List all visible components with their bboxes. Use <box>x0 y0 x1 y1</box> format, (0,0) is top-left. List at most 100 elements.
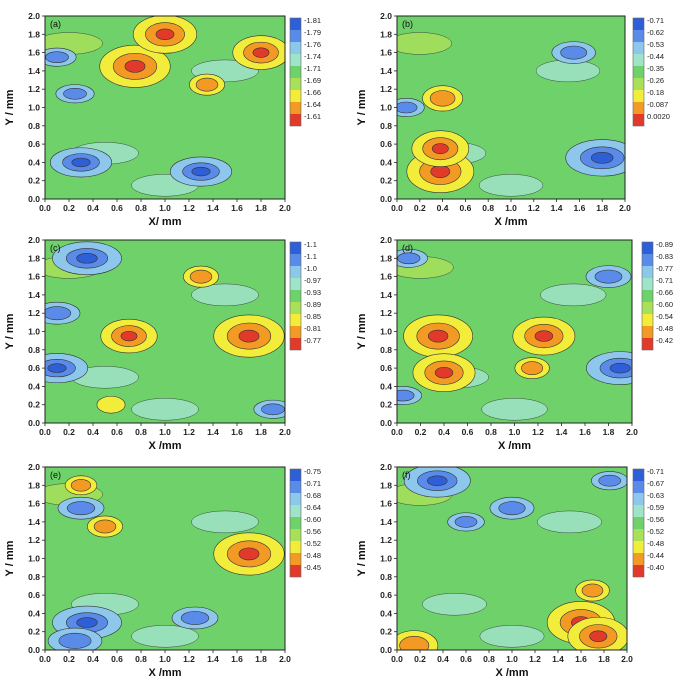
colorbar-label: -0.67 <box>647 479 664 488</box>
y-tick-label: 0.6 <box>28 139 40 149</box>
x-tick-label: 1.8 <box>255 427 267 437</box>
colorbar-swatch <box>290 302 301 314</box>
colorbar-swatch <box>633 30 644 42</box>
colorbar-swatch <box>633 18 644 30</box>
x-tick-label: 1.4 <box>207 427 219 437</box>
cold-contour <box>560 45 588 60</box>
x-tick-label: 0.8 <box>483 654 495 664</box>
y-tick-label: 1.0 <box>380 554 392 564</box>
colorbar-label: -0.52 <box>304 539 321 548</box>
x-tick-label: 1.0 <box>159 654 171 664</box>
panel-label: (d) <box>402 243 413 253</box>
contour-field <box>45 467 285 650</box>
colorbar-swatch <box>633 90 644 102</box>
colorbar-label: -0.68 <box>304 491 321 500</box>
colorbar-swatch <box>642 338 653 350</box>
panel-label: (a) <box>50 19 61 29</box>
y-tick-label: 0.2 <box>28 176 40 186</box>
colorbar-label: -1.79 <box>304 28 321 37</box>
panel-a: (a) 0.0 0.2 0.4 0.6 0.8 1.0 1.2 1.4 1.6 1.8 2.0 0.0 0… <box>4 11 321 228</box>
y-tick-label: 0.8 <box>380 572 392 582</box>
x-tick-label: 1.6 <box>579 427 591 437</box>
colorbar: -0.71 -0.62 -0.53 -0.44 -0.35 -0.26 -0.18 -0.08… <box>632 16 670 127</box>
y-tick-label: 0.4 <box>28 381 40 391</box>
y-tick-label: 0.4 <box>380 381 392 391</box>
hot-contour <box>534 330 554 342</box>
colorbar-swatch <box>290 338 301 350</box>
colorbar-label: -1.0 <box>304 264 317 273</box>
y-tick-label: 0.2 <box>380 176 392 186</box>
hot-contour <box>399 635 430 650</box>
colorbar-swatch <box>290 114 301 126</box>
hot-contour <box>434 366 454 379</box>
colorbar-swatch <box>642 314 653 326</box>
colorbar-label: -0.35 <box>647 64 664 73</box>
y-tick-label: 1.0 <box>28 554 40 564</box>
contour-field <box>45 240 285 423</box>
colorbar-label: -1.61 <box>304 112 321 121</box>
y-tick-label: 2.0 <box>28 11 40 21</box>
colorbar-label: -0.44 <box>647 52 664 61</box>
x-tick-label: 0.8 <box>135 654 147 664</box>
y-tick-label: 1.6 <box>28 48 40 58</box>
y-axis-label: Y / mm <box>356 540 368 576</box>
x-tick-label: 1.0 <box>509 427 521 437</box>
colorbar-swatch <box>290 326 301 338</box>
hot-contour <box>70 479 92 492</box>
x-tick-label: 0.2 <box>415 427 427 437</box>
colorbar-label: -0.71 <box>647 16 664 25</box>
cold-contour <box>598 474 622 487</box>
colorbar-swatch <box>642 266 653 278</box>
contour-band <box>191 510 259 534</box>
colorbar: -0.89 -0.83 -0.77 -0.71 -0.66 -0.60 -0.54 -0.48… <box>641 240 673 351</box>
colorbar-label: -0.97 <box>304 276 321 285</box>
panel-label: (c) <box>50 243 61 253</box>
colorbar-label: -0.45 <box>304 563 321 572</box>
y-tick-label: 1.6 <box>28 499 40 509</box>
x-tick-label: 1.0 <box>506 654 518 664</box>
panel-label: (e) <box>50 470 61 480</box>
x-tick-label: 0.0 <box>39 654 51 664</box>
x-tick-label: 0.0 <box>391 427 403 437</box>
cold-contour <box>594 269 623 284</box>
y-tick-label: 0.6 <box>28 363 40 373</box>
y-tick-label: 1.8 <box>28 480 40 490</box>
colorbar-swatch <box>633 66 644 78</box>
colorbar-label: -1.64 <box>304 100 321 109</box>
colorbar-swatch <box>642 326 653 338</box>
panel-f: (f) 0.0 0.2 0.4 0.6 0.8 1.0 1.2 1.4 1.6 1.8 2.0 0.0 0… <box>356 462 664 679</box>
colorbar: -0.71 -0.67 -0.63 -0.59 -0.56 -0.52 -0.48 -0.44… <box>632 467 664 578</box>
colorbar-swatch <box>290 314 301 326</box>
colorbar-swatch <box>633 114 644 126</box>
contour-band <box>537 510 602 534</box>
hot-contour <box>427 329 449 343</box>
y-tick-label: 1.0 <box>380 103 392 113</box>
cold-contour <box>454 516 478 528</box>
x-axis-label: X /mm <box>498 440 531 452</box>
panel-b: (b)0.0 0.2 0.4 0.6 0.8 1.0 1.2 1.4 1.6 1.8 2.00.00… <box>356 11 670 228</box>
colorbar-label: -1.76 <box>304 40 321 49</box>
x-tick-label: 0.6 <box>111 203 123 213</box>
cold-contour <box>180 611 210 625</box>
colorbar-label: -0.89 <box>656 240 673 249</box>
x-tick-label: 1.2 <box>528 203 540 213</box>
x-tick-label: 1.2 <box>529 654 541 664</box>
colorbar-swatch <box>633 517 644 529</box>
x-axis-label: X /mm <box>148 440 181 452</box>
colorbar-swatch <box>290 78 301 90</box>
colorbar-label: -0.48 <box>656 324 673 333</box>
colorbar-label: -0.66 <box>656 288 673 297</box>
contour-band <box>540 283 607 307</box>
y-tick-label: 0.2 <box>380 400 392 410</box>
cold-contour <box>590 152 614 164</box>
hot-contour <box>96 395 126 414</box>
colorbar-label: -1.69 <box>304 76 321 85</box>
x-tick-label: 0.2 <box>414 654 426 664</box>
y-tick-label: 1.2 <box>28 84 40 94</box>
x-tick-label: 1.6 <box>573 203 585 213</box>
panel-label: (b) <box>402 19 413 29</box>
colorbar-label: -0.71 <box>647 467 664 476</box>
x-tick-label: 0.0 <box>39 427 51 437</box>
y-axis-label: Y / mm <box>356 313 368 349</box>
